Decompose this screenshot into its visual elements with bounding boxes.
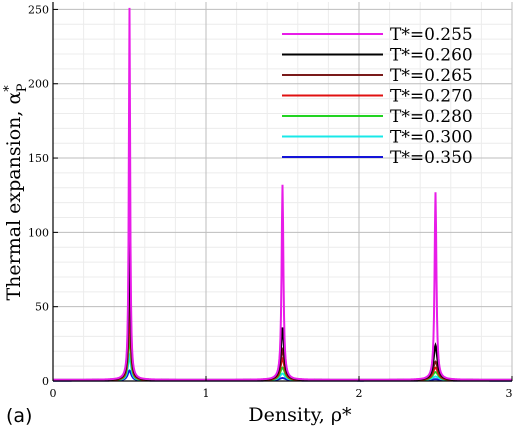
x-tick-label: 0	[50, 387, 57, 400]
legend: T*=0.255T*=0.260T*=0.265T*=0.270T*=0.280…	[282, 25, 473, 168]
x-tick-label: 2	[356, 387, 363, 400]
y-axis-label-main: Thermal expansion, α	[3, 92, 25, 301]
y-tick-label: 0	[42, 375, 49, 388]
y-tick-label: 250	[28, 3, 49, 16]
panel-label: (a)	[6, 405, 32, 427]
axes	[52, 2, 513, 382]
legend-label: T*=0.265	[390, 66, 473, 86]
series-line	[53, 334, 512, 382]
legend-label: T*=0.270	[390, 87, 473, 107]
y-axis-label: Thermal expansion, α*P	[2, 83, 30, 300]
legend-label: T*=0.300	[390, 128, 473, 148]
x-tick-label: 1	[203, 387, 210, 400]
tick-labels: 0 1 2 3 0 50 100 150 200 250	[28, 3, 513, 400]
x-tick-label: 3	[506, 387, 513, 400]
series-line	[53, 7, 512, 381]
y-axis-label-super: *	[2, 85, 17, 92]
series-line	[53, 352, 512, 382]
x-axis-label: Density, ρ*	[248, 404, 352, 426]
series-curves	[52, 7, 512, 382]
legend-label: T*=0.350	[390, 148, 473, 168]
legend-label: T*=0.280	[390, 107, 473, 127]
y-tick-label: 150	[28, 152, 49, 165]
series-line	[53, 369, 512, 382]
y-tick-label: 200	[28, 78, 49, 91]
y-tick-label: 50	[35, 301, 49, 314]
legend-label: T*=0.260	[390, 46, 473, 66]
legend-label: T*=0.255	[390, 25, 473, 45]
y-axis-label-sub: P	[15, 83, 30, 92]
y-tick-label: 100	[28, 226, 49, 239]
